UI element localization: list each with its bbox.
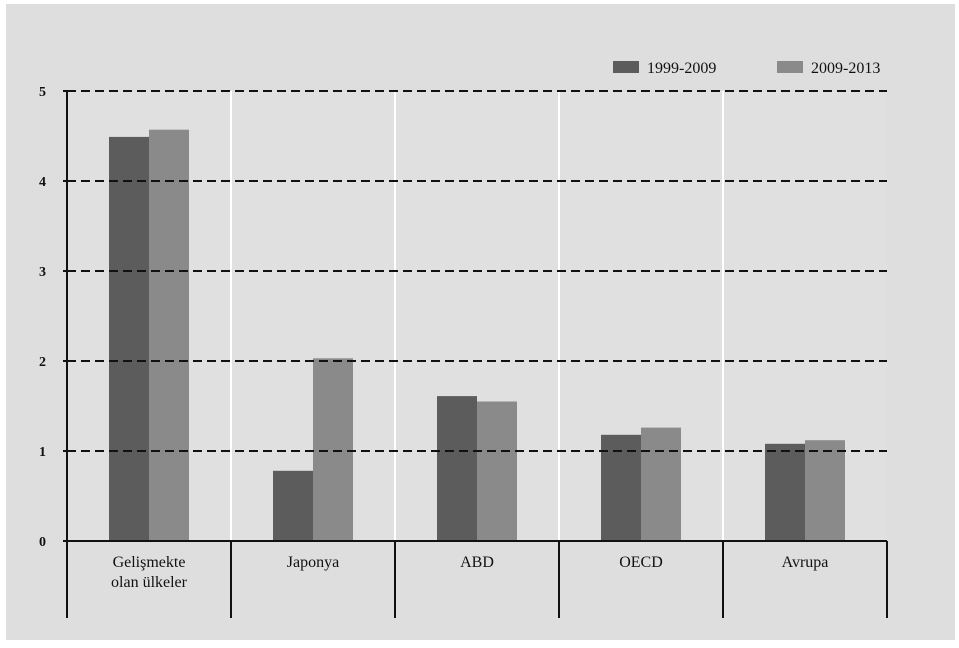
bar-series-1-4 [601,434,641,541]
bars [109,129,845,541]
legend-label: 1999-2009 [647,60,716,77]
category-label: OECD [619,554,663,571]
legend-swatch [613,61,639,73]
bar-series-2-1 [149,129,189,541]
gridlines [67,90,887,452]
y-tick-label: 4 [39,175,46,190]
bar-series-2-5 [805,440,845,541]
legend: 1999-2009 2009-2013 [613,60,880,77]
bar-series-1-2 [273,470,313,541]
axes [66,91,888,618]
bar-series-1-5 [765,443,805,541]
y-tick-labels: 0 1 2 3 4 5 [39,85,67,550]
legend-label: 2009-2013 [811,60,880,77]
category-label: ABD [460,554,494,571]
y-tick-label: 2 [39,355,46,370]
category-label: olan ülkeler [111,574,188,591]
y-tick-label: 3 [39,265,46,280]
bar-series-1-3 [437,396,477,541]
bar-series-2-2 [313,358,353,541]
y-tick-label: 0 [39,535,46,550]
category-label: Japonya [287,554,339,571]
y-tick-label: 5 [39,85,46,100]
category-label: Avrupa [782,554,829,571]
category-separators [230,91,724,541]
category-label: Gelişmekte [113,554,186,571]
category-labels: Gelişmekte olan ülkeler Japonya ABD OECD Avru… [111,554,828,591]
bar-series-2-3 [477,401,517,541]
legend-swatch [777,61,803,73]
bar-series-2-4 [641,427,681,541]
bar-series-1-1 [109,136,149,541]
y-tick-label: 1 [39,445,46,460]
